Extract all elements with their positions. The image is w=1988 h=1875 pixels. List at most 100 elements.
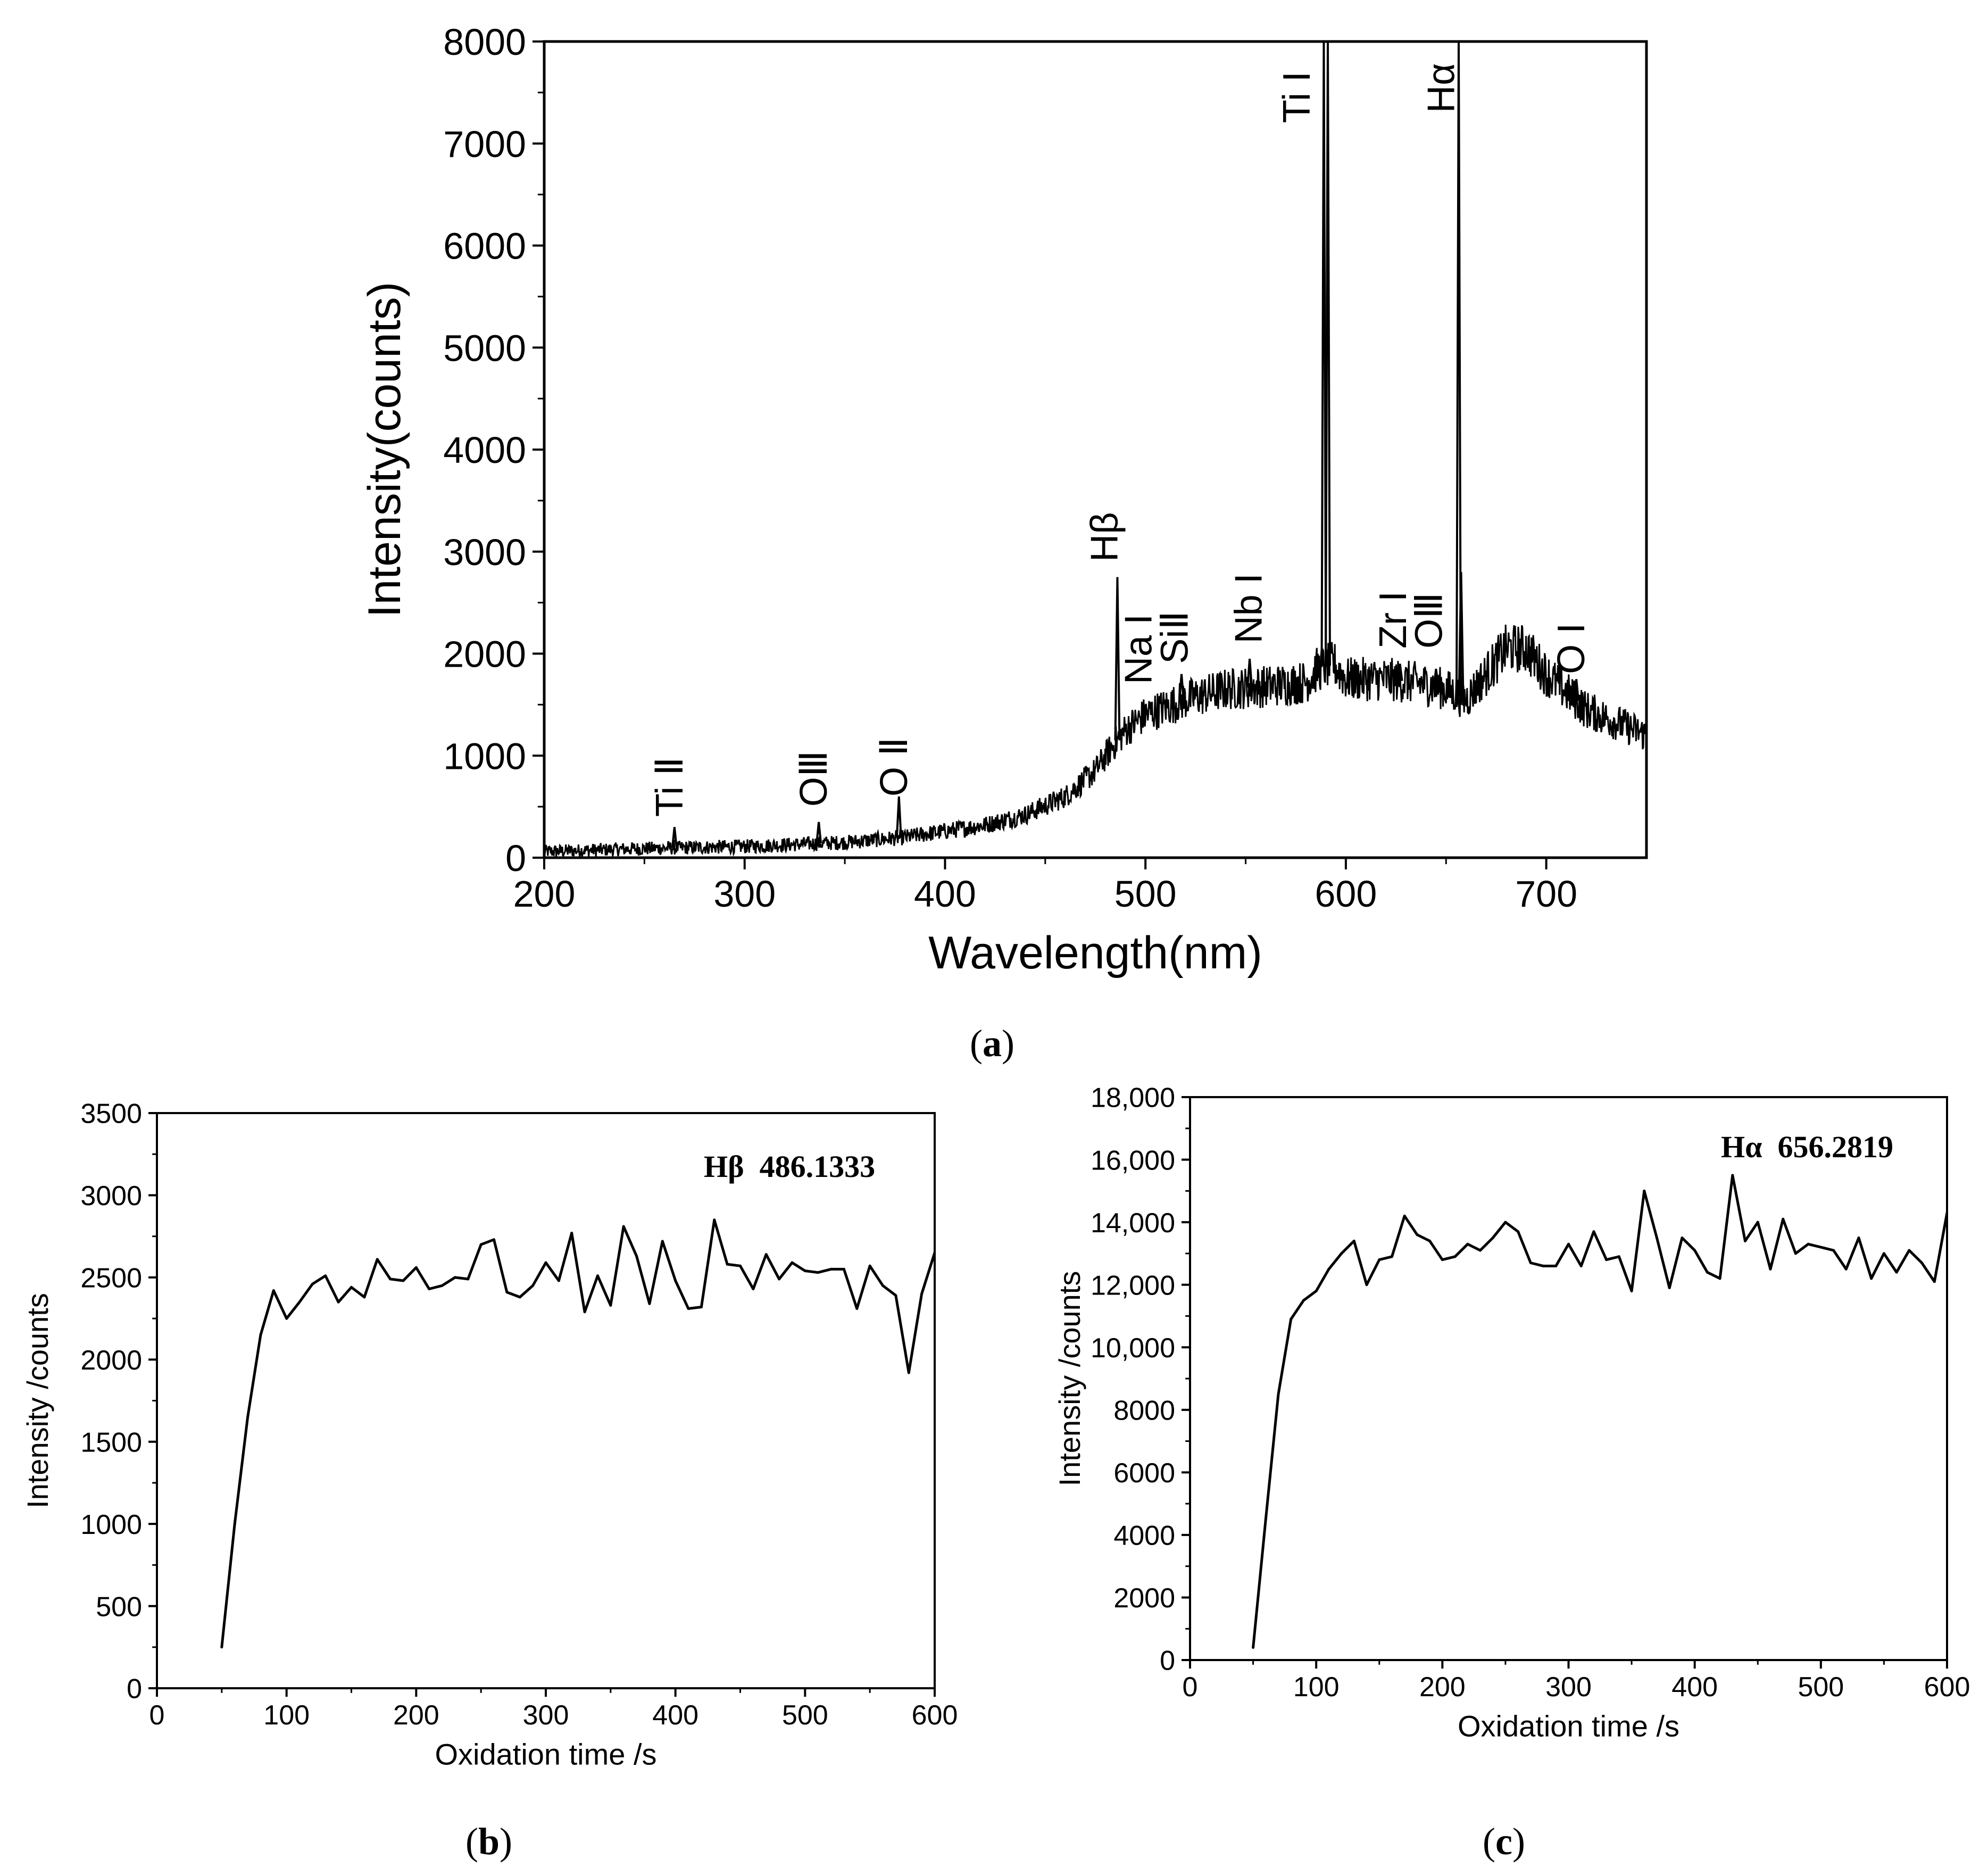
chart-b-data-point [700,1305,703,1308]
chart-b-plot-frame [156,1112,936,1689]
chart-c-data-point [1731,1174,1734,1177]
chart-a-x-tick-label: 600 [1315,873,1377,915]
chart-c-data-point [1504,1221,1507,1224]
chart-c-data-point [1882,1252,1885,1255]
chart-a-peak [1114,577,1121,741]
chart-c-data-point [1390,1255,1393,1258]
chart-c-data-point [1807,1242,1810,1246]
chart-a-x-axis-title: Wavelength(nm) [928,927,1262,978]
chart-b-x-tick-label: 300 [523,1700,569,1731]
chart-b-data-point [246,1415,249,1418]
chart-c-data-point [1264,1518,1267,1521]
panel-label-c: (c) [1483,1820,1525,1863]
chart-a-peak-annotation: Ti I [1276,71,1318,123]
chart-c-data-point [1794,1252,1797,1255]
chart-c-data-point [1668,1287,1671,1290]
chart-a-peak-annotation: O I [1550,623,1593,674]
chart-a-peak-annotation: SiⅡ [1153,611,1196,663]
chart-c-data-point [1290,1317,1293,1321]
chart-b-data-point [505,1291,509,1294]
chart-a-x-tick-label: 400 [914,873,976,915]
chart-a-peak [816,822,822,844]
chart-b-data-point [557,1279,560,1282]
chart-c-data-point [1945,1211,1947,1214]
chart-b-data-point [272,1289,275,1292]
chart-b-data-point [661,1240,664,1243]
chart-c-data-point [1857,1237,1860,1239]
chart-a-peak [1142,704,1149,715]
chart-b-data-point [739,1264,742,1267]
chart-b-y-tick-label: 500 [96,1591,142,1622]
chart-a-spectrum-line [544,624,1646,858]
chart-c-plot-frame [1189,1096,1948,1661]
chart-c-data-point [1478,1249,1482,1252]
chart-a-peak-annotation: Nb I [1228,573,1270,643]
chart-c-data-point [1895,1271,1898,1274]
chart-c-data-point [1769,1267,1772,1271]
chart-c-data-point [1844,1267,1848,1271]
chart-c-data-point [1630,1289,1633,1292]
chart-a-peak-annotation: Hβ [1083,512,1126,562]
chart-b-data-point [467,1277,470,1281]
chart-a-peak [1246,658,1253,688]
chart-a-x-tick-label: 700 [1515,873,1577,915]
chart-a-y-tick-label: 6000 [443,226,526,267]
chart-c-y-tick-label: 8000 [1113,1395,1175,1426]
chart-c-data-point [1340,1252,1343,1255]
chart-b-data-point [920,1292,924,1296]
chart-a-x-tick-label: 500 [1114,873,1177,915]
chart-a-peak [1455,42,1462,696]
chart-b-data-point [752,1287,755,1290]
chart-c-y-tick-label: 6000 [1113,1458,1175,1489]
chart-b-data-point [868,1264,871,1267]
chart-b-data-point [518,1296,521,1299]
chart-c-data-point [1782,1217,1785,1221]
chart-b-x-tick-label: 0 [149,1700,165,1731]
chart-a-peak [1458,572,1465,698]
chart-c-data-point [1352,1239,1355,1242]
chart-a-y-tick-label: 7000 [443,123,526,165]
chart-c-data-point [1327,1267,1330,1271]
chart-b-data-point [428,1287,431,1290]
chart-b-data-point [389,1277,392,1281]
chart-b-data-point [311,1282,314,1285]
chart-b-data-point [933,1251,935,1255]
chart-a-y-tick-label: 8000 [443,21,526,63]
chart-b-data-point [842,1267,845,1271]
chart-c-x-tick-label: 400 [1671,1672,1718,1703]
chart-b-data-point [803,1270,806,1273]
chart-b-data-point [791,1261,794,1264]
chart-c-data-point [1579,1264,1583,1267]
chart-c-y-tick-label: 10,000 [1091,1333,1175,1364]
chart-b-data-point [259,1333,262,1337]
chart-c-data-point [1681,1237,1684,1239]
chart-c-y-tick-label: 12,000 [1091,1270,1175,1301]
chart-c-data-point [1554,1264,1558,1267]
chart-b-data-point [376,1258,379,1261]
chart-c-data-point [1491,1237,1494,1239]
chart-a-peak [1178,674,1185,701]
chart-c-y-tick-label: 2000 [1113,1583,1175,1614]
chart-a-peak [671,827,678,848]
chart-b-x-tick-label: 100 [263,1700,310,1731]
chart-c-data-point [1756,1221,1759,1224]
chart-b-data-point [220,1646,223,1649]
chart-c-x-tick-label: 200 [1419,1672,1466,1703]
chart-c-data-point [1567,1242,1570,1246]
chart-b-data-point [778,1277,781,1281]
chart-c-y-tick-label: 4000 [1113,1521,1175,1552]
chart-a-y-axis-title: Intensity(counts) [359,282,410,618]
chart-b-data-point [298,1300,301,1304]
chart-b-y-tick-label: 0 [127,1674,142,1705]
chart-c-data-point [1453,1255,1457,1258]
chart-c-data-point [1605,1258,1608,1262]
chart-c-x-tick-label: 500 [1798,1672,1844,1703]
chart-a-peak-annotation: O Ⅱ [873,737,916,796]
chart-b-series-line [220,1218,935,1648]
chart-a-plot-frame [543,40,1648,859]
chart-b-x-tick-label: 500 [782,1700,828,1731]
chart-b-data-point [713,1218,716,1222]
chart-b-data-layer [220,1218,935,1649]
chart-c-data-point [1933,1280,1936,1283]
chart-a-peak [1325,42,1331,666]
